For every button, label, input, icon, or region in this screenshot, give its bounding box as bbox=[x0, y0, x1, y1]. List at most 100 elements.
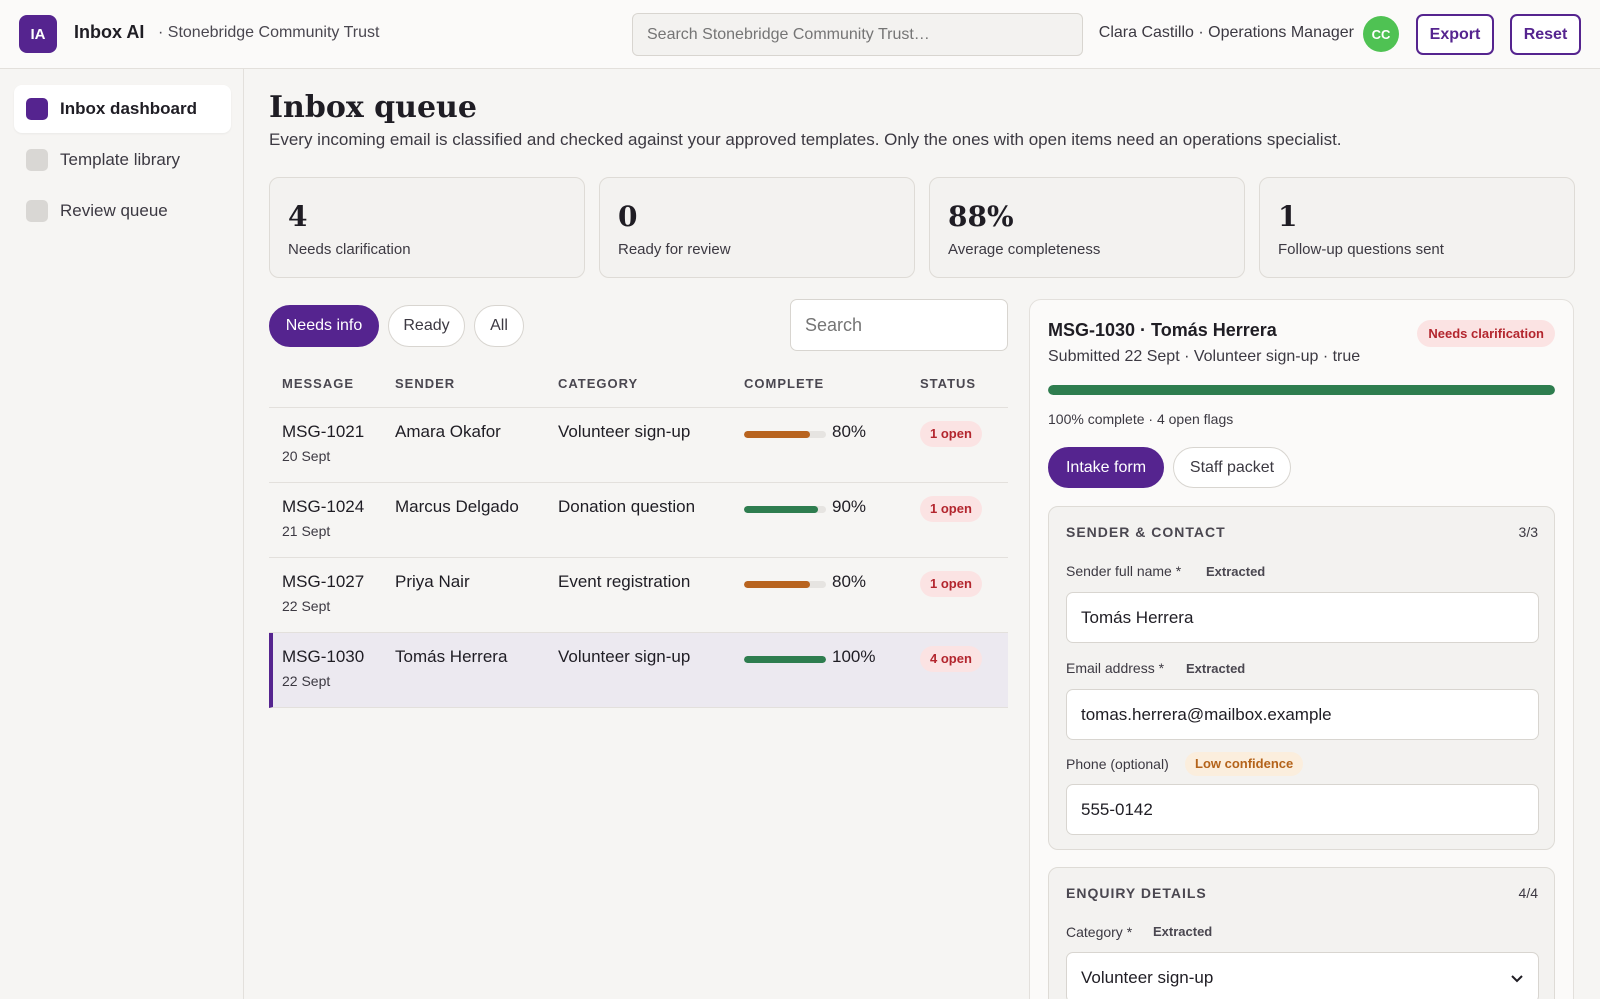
message-id: MSG-1021 bbox=[282, 422, 365, 441]
column-header-message: MESSAGE bbox=[282, 376, 355, 391]
stat-label: Ready for review bbox=[618, 241, 731, 258]
message-id: MSG-1030 bbox=[282, 647, 365, 666]
table-row[interactable]: MSG-1021 20 Sept Amara Okafor Volunteer sig… bbox=[269, 408, 1008, 483]
review-queue-icon bbox=[26, 200, 48, 222]
low-confidence-tag: Low confidence bbox=[1185, 752, 1304, 776]
status-badge: 1 open bbox=[920, 571, 982, 597]
section-sender-contact: SENDER & CONTACT 3/3 Sender full name * … bbox=[1048, 506, 1555, 850]
stat-value: 0 bbox=[618, 200, 638, 233]
sender-name: Marcus Delgado bbox=[395, 497, 519, 516]
top-bar: IA Inbox AI · Stonebridge Community Trus… bbox=[0, 0, 1600, 69]
extracted-tag: Extracted bbox=[1206, 564, 1266, 579]
stat-value: 4 bbox=[288, 200, 308, 233]
user-name: Clara Castillo · Operations Manager bbox=[1098, 24, 1354, 41]
tab-staff-packet[interactable]: Staff packet bbox=[1173, 447, 1291, 488]
sidebar-item-inbox-dashboard[interactable]: Inbox dashboard bbox=[14, 85, 231, 133]
stat-value: 88% bbox=[948, 200, 1014, 233]
message-id: MSG-1024 bbox=[282, 497, 365, 516]
completeness-value: 80% bbox=[832, 422, 867, 441]
completeness-bar-fill bbox=[744, 656, 826, 663]
extracted-tag: Extracted bbox=[1153, 924, 1213, 939]
page-title: Inbox queue bbox=[269, 90, 477, 125]
column-header-sender: SENDER bbox=[395, 376, 456, 391]
org-name: · Stonebridge Community Trust bbox=[158, 24, 380, 41]
app-name: Inbox AI bbox=[74, 22, 145, 42]
message-date: 20 Sept bbox=[282, 448, 331, 464]
message-category: Volunteer sign-up bbox=[558, 422, 691, 441]
message-category: Volunteer sign-up bbox=[558, 647, 691, 666]
status-badge: Needs clarification bbox=[1417, 320, 1555, 347]
filter-needs-info[interactable]: Needs info bbox=[269, 305, 379, 347]
page-subtitle: Every incoming email is classified and c… bbox=[269, 130, 1342, 149]
filter-ready[interactable]: Ready bbox=[388, 305, 465, 347]
sidebar-item-review-queue[interactable]: Review queue bbox=[14, 187, 231, 235]
detail-title: MSG-1030 · Tomás Herrera bbox=[1048, 320, 1277, 340]
completeness-bar-fill bbox=[744, 431, 810, 438]
stat-label: Needs clarification bbox=[288, 241, 411, 258]
table-row[interactable]: MSG-1024 21 Sept Marcus Delgado Donation qu… bbox=[269, 483, 1008, 558]
field-label-category: Category * bbox=[1066, 924, 1133, 940]
stat-card-follow-up-questions: 1 Follow-up questions sent bbox=[1259, 177, 1575, 278]
table-divider bbox=[269, 407, 1008, 408]
completeness-bar bbox=[744, 431, 826, 438]
filter-all[interactable]: All bbox=[474, 305, 524, 347]
detail-meta: 100% complete · 4 open flags bbox=[1048, 411, 1234, 427]
sidebar-item-label: Template library bbox=[60, 150, 180, 169]
completeness-value: 80% bbox=[832, 572, 867, 591]
section-count: 3/3 bbox=[1518, 524, 1538, 540]
field-label-sender-name: Sender full name * bbox=[1066, 563, 1182, 579]
message-category: Event registration bbox=[558, 572, 691, 591]
completeness-bar bbox=[744, 506, 826, 513]
sidebar-item-label: Inbox dashboard bbox=[60, 99, 197, 118]
section-title: ENQUIRY DETAILS bbox=[1066, 885, 1207, 901]
completeness-bar bbox=[744, 656, 826, 663]
stat-card-average-completeness: 88% Average completeness bbox=[929, 177, 1245, 278]
reset-button[interactable]: Reset bbox=[1510, 14, 1581, 55]
detail-progress-bar bbox=[1048, 385, 1555, 395]
stat-value: 1 bbox=[1278, 200, 1298, 233]
app-logo: IA bbox=[19, 15, 57, 53]
message-date: 22 Sept bbox=[282, 673, 331, 689]
column-header-status: STATUS bbox=[920, 376, 977, 391]
completeness-bar-fill bbox=[744, 581, 810, 588]
chevron-down-icon bbox=[1511, 974, 1523, 982]
avatar[interactable]: CC bbox=[1363, 16, 1399, 52]
sender-name: Priya Nair bbox=[395, 572, 470, 591]
status-badge: 4 open bbox=[920, 646, 982, 672]
message-category: Donation question bbox=[558, 497, 696, 516]
phone-field[interactable] bbox=[1066, 784, 1539, 835]
completeness-value: 100% bbox=[832, 647, 876, 666]
message-detail-panel: MSG-1030 · Tomás Herrera Needs clarifica… bbox=[1029, 299, 1574, 999]
section-enquiry-details: ENQUIRY DETAILS 4/4 Category * Extracted… bbox=[1048, 867, 1555, 999]
field-label-email: Email address * bbox=[1066, 660, 1165, 676]
section-count: 4/4 bbox=[1518, 885, 1538, 901]
message-id: MSG-1027 bbox=[282, 572, 365, 591]
sender-name: Amara Okafor bbox=[395, 422, 501, 441]
queue-search-input[interactable] bbox=[790, 299, 1008, 351]
stat-card-ready-for-review: 0 Ready for review bbox=[599, 177, 915, 278]
sidebar-item-template-library[interactable]: Template library bbox=[14, 136, 231, 184]
message-date: 22 Sept bbox=[282, 598, 331, 614]
category-select[interactable]: Volunteer sign-up bbox=[1066, 952, 1539, 999]
email-field[interactable] bbox=[1066, 689, 1539, 740]
tab-intake-form[interactable]: Intake form bbox=[1048, 447, 1164, 488]
table-row[interactable]: MSG-1030 22 Sept Tomás Herrera Volunteer si… bbox=[269, 633, 1008, 708]
status-badge: 1 open bbox=[920, 421, 982, 447]
table-row[interactable]: MSG-1027 22 Sept Priya Nair Event registrat… bbox=[269, 558, 1008, 633]
template-library-icon bbox=[26, 149, 48, 171]
detail-progress-fill bbox=[1048, 385, 1555, 395]
completeness-bar bbox=[744, 581, 826, 588]
column-header-complete: COMPLETE bbox=[744, 376, 825, 391]
sidebar: Inbox dashboard Template library Review … bbox=[0, 69, 244, 999]
completeness-value: 90% bbox=[832, 497, 867, 516]
stat-label: Follow-up questions sent bbox=[1278, 241, 1444, 258]
sender-name-field[interactable] bbox=[1066, 592, 1539, 643]
status-badge: 1 open bbox=[920, 496, 982, 522]
section-title: SENDER & CONTACT bbox=[1066, 524, 1226, 540]
export-button[interactable]: Export bbox=[1416, 14, 1494, 55]
message-date: 21 Sept bbox=[282, 523, 331, 539]
extracted-tag: Extracted bbox=[1186, 661, 1246, 676]
detail-subtitle: Submitted 22 Sept · Volunteer sign-up · … bbox=[1048, 348, 1361, 365]
global-search-input[interactable] bbox=[632, 13, 1083, 56]
stat-label: Average completeness bbox=[948, 241, 1101, 258]
